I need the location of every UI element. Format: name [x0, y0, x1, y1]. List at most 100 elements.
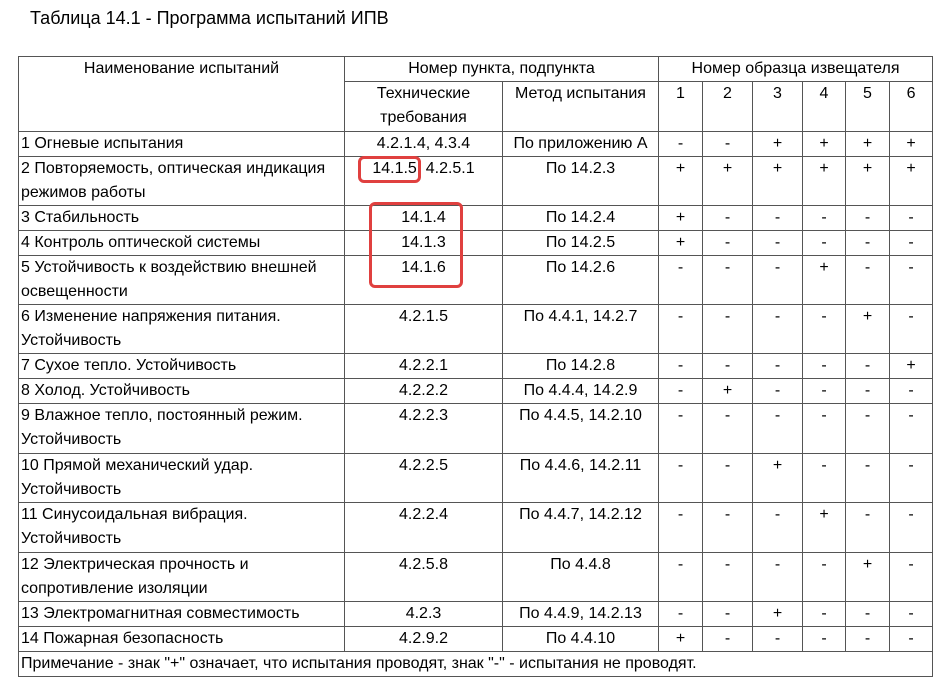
table-cell: По 14.2.3 [502, 156, 659, 206]
table-cell: 4.2.9.2 [344, 626, 503, 652]
table-cell: + [888, 131, 934, 157]
name: 7 Сухое тепло. Устойчивость [18, 353, 345, 379]
name: 4 Контроль оптической системы [18, 230, 345, 256]
table-cell: - [702, 205, 753, 231]
table-cell: - [888, 626, 934, 652]
table-cell: - [845, 255, 890, 305]
name: 10 Прямой механический удар. Устойчивост… [18, 453, 345, 503]
table-cell: - [802, 378, 846, 404]
table-cell: - [845, 403, 890, 454]
table-cell: - [845, 353, 890, 379]
table-row: 10 Прямой механический удар. Устойчивост… [18, 453, 934, 503]
table-cell: 4.2.2.2 [344, 378, 503, 404]
table-cell: 4.2.2.3 [344, 403, 503, 454]
table-row: 8 Холод. Устойчивость 4.2.2.2 По 4.4.4, 14… [18, 378, 934, 404]
table-cell: + [845, 131, 890, 157]
table-row: 14 Пожарная безопасность 4.2.9.2 По 4.4.10… [18, 626, 934, 652]
table-cell: - [752, 378, 803, 404]
header-cell: 2 [702, 81, 753, 132]
table-cell: - [658, 552, 703, 602]
table-cell: По 14.2.4 [502, 205, 659, 231]
name: 3 Стабильность [18, 205, 345, 231]
table-cell: - [802, 304, 846, 354]
table-cell: - [752, 502, 803, 553]
table-cell: - [888, 304, 934, 354]
table-cell: + [752, 601, 803, 627]
table-cell: - [752, 353, 803, 379]
table-row: 2 Повторяемость, оптическая индикация ре… [18, 156, 934, 206]
table-cell: + [802, 156, 846, 206]
table-cell: - [888, 378, 934, 404]
name: 11 Синусоидальная вибрация. Устойчивость [18, 502, 345, 553]
name: 6 Изменение напряжения питания. Устойчив… [18, 304, 345, 354]
table-cell: - [888, 403, 934, 454]
table-cell: + [752, 453, 803, 503]
note-row: Примечание - знак "+" означает, что испы… [17, 651, 934, 677]
table-cell: По 4.4.4, 14.2.9 [502, 378, 659, 404]
header-cell: 4 [802, 81, 846, 132]
table-cell: 4.2.2.5 [344, 453, 503, 503]
table-cell: - [802, 626, 846, 652]
table-cell: - [752, 304, 803, 354]
table-row: 4 Контроль оптической системы 14.1.3 По 14… [18, 230, 934, 256]
table-cell: - [888, 552, 934, 602]
table-cell: - [752, 626, 803, 652]
table-cell: + [888, 353, 934, 379]
table-cell: + [802, 255, 846, 305]
table-cell: По 4.4.6, 14.2.11 [502, 453, 659, 503]
table-cell: По 4.4.1, 14.2.7 [502, 304, 659, 354]
table-cell: - [702, 403, 753, 454]
table-cell: 4.2.2.4 [344, 502, 503, 553]
header-cell: Наименование испытаний [18, 56, 345, 132]
table-cell: - [802, 205, 846, 231]
table-row: 6 Изменение напряжения питания. Устойчив… [18, 304, 934, 354]
table-cell: По 14.2.5 [502, 230, 659, 256]
table-cell: - [888, 255, 934, 305]
test-table: Наименование испытаний Номер пункта, под… [17, 56, 934, 677]
table-cell: - [702, 502, 753, 553]
header-cell: 5 [845, 81, 890, 132]
table-cell: - [752, 403, 803, 454]
table-cell: - [802, 453, 846, 503]
highlight-box [369, 202, 463, 288]
table-cell: - [702, 353, 753, 379]
table-cell: + [658, 230, 703, 256]
header-cell: 1 [658, 81, 703, 132]
table-cell: - [658, 453, 703, 503]
table-cell: - [658, 353, 703, 379]
table-row: 13 Электромагнитная совместимость 4.2.3 По… [18, 601, 934, 627]
table-cell: - [702, 131, 753, 157]
table-cell: 4.2.1.5 [344, 304, 503, 354]
header-cell: Метод испытания [502, 81, 659, 132]
table-cell: - [702, 601, 753, 627]
table-row: 1 Огневые испытания 4.2.1.4, 4.3.4 По прил… [18, 131, 934, 157]
table-cell: + [752, 156, 803, 206]
table-cell: + [845, 156, 890, 206]
note: Примечание - знак "+" означает, что испы… [17, 651, 934, 677]
table-cell: - [752, 205, 803, 231]
table-cell: - [888, 601, 934, 627]
table-cell: + [658, 156, 703, 206]
table-row: 3 Стабильность 14.1.4 По 14.2.4 + - - - - - [18, 205, 934, 231]
table-cell: По 4.4.8 [502, 552, 659, 602]
table-cell: - [702, 230, 753, 256]
table-cell: - [658, 601, 703, 627]
header-cell: Технические требования [344, 81, 503, 132]
table-cell: + [802, 502, 846, 553]
table-cell: - [845, 626, 890, 652]
header-cell: Номер образца извещателя [657, 56, 934, 82]
table-cell: + [802, 131, 846, 157]
table-cell: 4.2.1.4, 4.3.4 [344, 131, 503, 157]
table-cell: - [658, 131, 703, 157]
name: 9 Влажное тепло, постоянный режим. Устой… [18, 403, 345, 454]
header-cell: 6 [888, 81, 934, 132]
table-cell: - [845, 601, 890, 627]
table-cell: - [702, 453, 753, 503]
table-cell: - [802, 552, 846, 602]
table-cell: - [702, 255, 753, 305]
table-cell: - [845, 378, 890, 404]
table-row: 7 Сухое тепло. Устойчивость 4.2.2.1 По 14.… [18, 353, 934, 379]
table-cell: - [802, 601, 846, 627]
table-cell: - [845, 502, 890, 553]
